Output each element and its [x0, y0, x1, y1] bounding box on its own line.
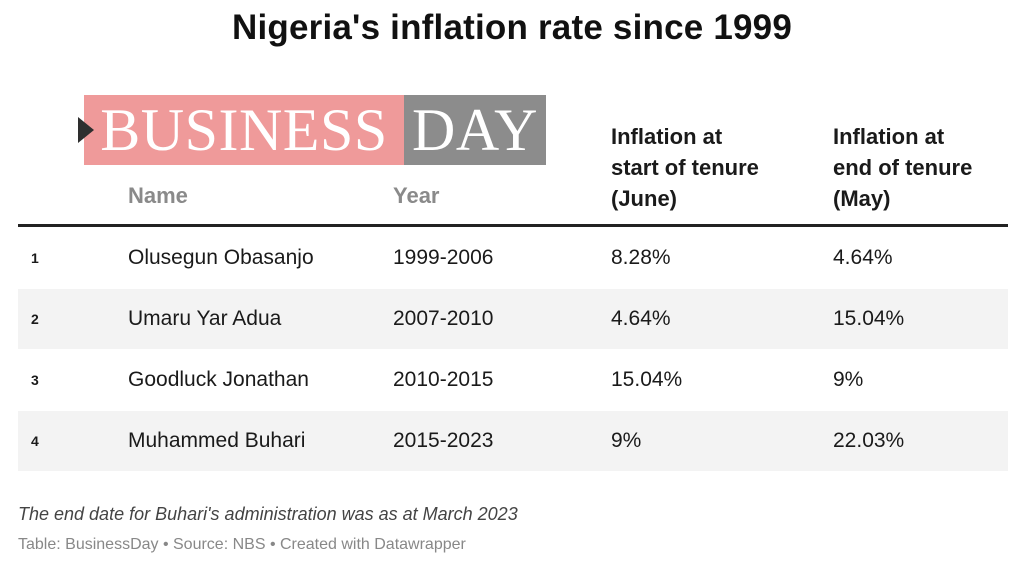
table-row: 4 Muhammed Buhari 2015-2023 9% 22.03% — [18, 411, 1008, 471]
chart-title: Nigeria's inflation rate since 1999 — [232, 8, 792, 47]
table-row: 1 Olusegun Obasanjo 1999-2006 8.28% 4.64… — [18, 228, 1008, 288]
cell-end-inflation: 4.64% — [833, 246, 893, 269]
header-divider — [18, 224, 1008, 227]
column-header-start-inflation: Inflation at start of tenure (June) — [611, 121, 759, 214]
table-row: 2 Umaru Yar Adua 2007-2010 4.64% 15.04% — [18, 289, 1008, 349]
cell-end-inflation: 22.03% — [833, 429, 905, 452]
column-header-end-inflation: Inflation at end of tenure (May) — [833, 121, 972, 214]
logo-text-business: BUSINESS — [100, 97, 388, 163]
cell-start-inflation: 8.28% — [611, 246, 671, 269]
cell-name: Muhammed Buhari — [128, 429, 306, 452]
cell-year: 2015-2023 — [393, 429, 494, 452]
header-line: (June) — [611, 186, 677, 211]
header-line: end of tenure — [833, 155, 973, 180]
businessday-logo: BUSINESS DAY — [78, 95, 546, 165]
cell-year: 1999-2006 — [393, 246, 494, 269]
cell-start-inflation: 9% — [611, 429, 642, 452]
table-row: 3 Goodluck Jonathan 2010-2015 15.04% 9% — [18, 350, 1008, 410]
cell-end-inflation: 15.04% — [833, 307, 905, 330]
header-line: (May) — [833, 186, 891, 211]
header-line: Inflation at — [833, 124, 945, 149]
row-number: 2 — [31, 311, 39, 327]
cell-name: Olusegun Obasanjo — [128, 246, 314, 269]
logo-gray-block: DAY — [404, 95, 546, 165]
source-credit: Table: BusinessDay • Source: NBS • Creat… — [18, 536, 466, 553]
cell-name: Goodluck Jonathan — [128, 368, 309, 391]
logo-red-block: BUSINESS — [78, 95, 404, 165]
header-line: Inflation at — [611, 124, 723, 149]
cell-start-inflation: 15.04% — [611, 368, 683, 391]
column-header-name: Name — [128, 183, 188, 208]
header-line: start of tenure — [611, 155, 759, 180]
footnote: The end date for Buhari's administration… — [18, 504, 518, 524]
cell-year: 2007-2010 — [393, 307, 494, 330]
cell-year: 2010-2015 — [393, 368, 494, 391]
cell-end-inflation: 9% — [833, 368, 864, 391]
row-number: 1 — [31, 250, 39, 266]
row-number: 3 — [31, 372, 39, 388]
logo-text-day: DAY — [412, 97, 538, 163]
row-number: 4 — [31, 433, 39, 449]
cell-name: Umaru Yar Adua — [128, 307, 282, 330]
column-header-year: Year — [393, 183, 440, 208]
cell-start-inflation: 4.64% — [611, 307, 671, 330]
logo-arrow-icon — [78, 117, 94, 143]
